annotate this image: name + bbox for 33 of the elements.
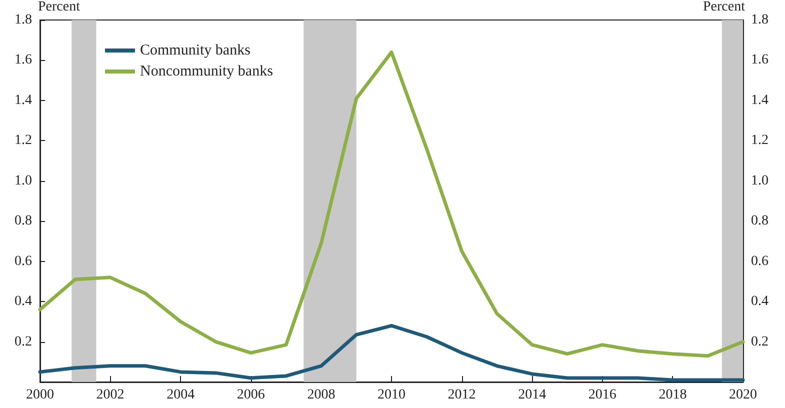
y2-tick-label: 0.4 (751, 294, 768, 310)
y2-tick-label: 0.6 (751, 254, 768, 269)
legend-label: Community banks (140, 42, 251, 58)
x-tick-label: 2004 (166, 388, 195, 402)
y2-tick-label: 1.4 (751, 92, 768, 108)
y2-tick-label: 1.8 (751, 12, 768, 28)
y-tick-label: 1.2 (14, 133, 32, 148)
x-tick-label: 2016 (588, 388, 616, 402)
y2-axis-title: Percent (703, 0, 746, 14)
y-tick-label: 0.8 (14, 214, 32, 229)
y-axis-title: Percent (38, 0, 80, 14)
x-tick-label: 2000 (26, 388, 54, 402)
x-tick-label: 2012 (448, 388, 476, 402)
y-tick-label: 1.8 (14, 12, 32, 28)
y2-tick-label: 1.0 (751, 173, 768, 188)
x-tick-label: 2002 (96, 388, 124, 402)
y-tick-label: 1.6 (14, 52, 32, 68)
y2-tick-label: 1.6 (751, 52, 768, 68)
x-tick-label: 2008 (307, 388, 336, 402)
y2-tick-label: 0.2 (751, 334, 768, 350)
y-tick-label: 1.0 (14, 173, 32, 188)
y-tick-label: 1.4 (14, 92, 32, 108)
y-tick-label: 0.6 (14, 254, 32, 269)
y-tick-label: 0.4 (14, 294, 32, 310)
x-tick-label: 2014 (518, 388, 546, 402)
x-tick-label: 2020 (729, 388, 757, 402)
x-tick-label: 2010 (378, 388, 406, 402)
y2-tick-label: 0.8 (751, 214, 768, 229)
legend-label: Noncommunity banks (140, 64, 274, 80)
x-tick-label: 2018 (658, 388, 687, 402)
y2-tick-label: 1.2 (751, 133, 768, 148)
x-tick-label: 2006 (236, 388, 265, 402)
y-tick-label: 0.2 (14, 334, 32, 350)
